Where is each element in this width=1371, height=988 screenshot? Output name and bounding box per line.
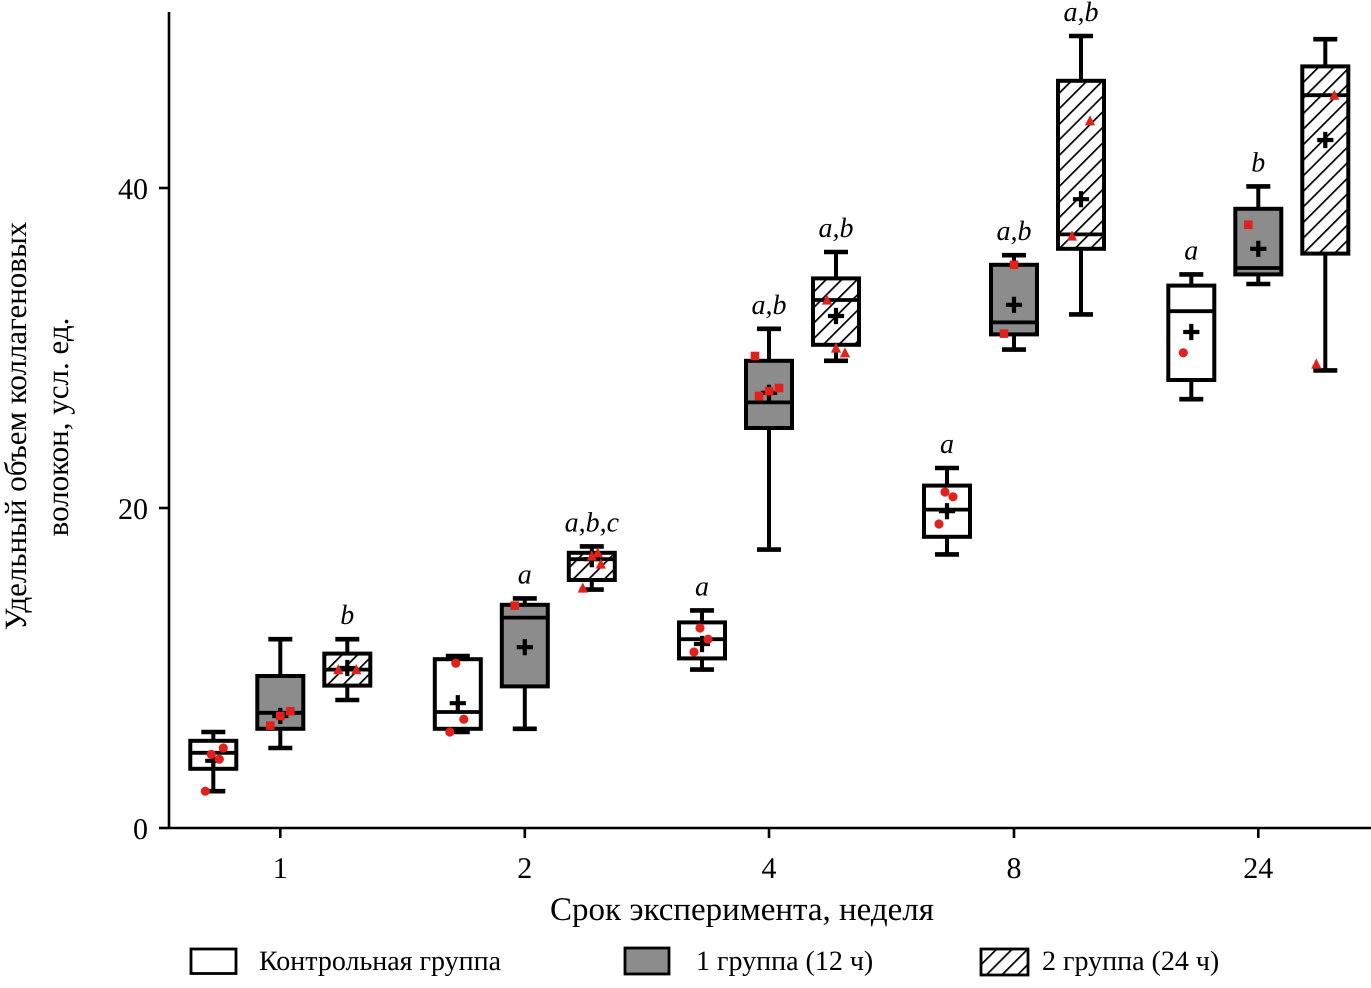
svg-text:a: a [1184, 235, 1198, 266]
svg-text:40: 40 [118, 173, 148, 206]
svg-text:a,b: a,b [819, 213, 854, 244]
svg-text:a,b,c: a,b,c [565, 507, 620, 538]
svg-text:1: 1 [273, 852, 288, 885]
svg-text:a: a [518, 559, 532, 590]
svg-text:2: 2 [517, 852, 532, 885]
svg-text:4: 4 [762, 852, 777, 885]
svg-text:a,b: a,b [752, 290, 787, 321]
svg-text:a,b: a,b [1064, 0, 1099, 28]
svg-text:Контрольная группа: Контрольная группа [259, 946, 502, 977]
svg-text:Срок эксперимента, неделя: Срок эксперимента, неделя [550, 892, 934, 928]
svg-text:0: 0 [133, 813, 148, 846]
svg-text:8: 8 [1007, 852, 1022, 885]
svg-text:a: a [940, 429, 954, 460]
svg-text:a,b: a,b [997, 216, 1032, 247]
svg-text:b: b [340, 600, 354, 631]
svg-text:1 группа (12 ч): 1 группа (12 ч) [696, 946, 873, 977]
svg-text:Удельный объем коллагеновых: Удельный объем коллагеновых [0, 221, 33, 630]
svg-text:a: a [695, 571, 709, 602]
svg-text:волокон, усл. ед.: волокон, усл. ед. [40, 318, 75, 537]
svg-text:2 группа (24 ч): 2 группа (24 ч) [1042, 946, 1219, 977]
svg-text:20: 20 [118, 493, 148, 526]
svg-text:b: b [1251, 147, 1265, 178]
svg-text:24: 24 [1243, 852, 1273, 885]
